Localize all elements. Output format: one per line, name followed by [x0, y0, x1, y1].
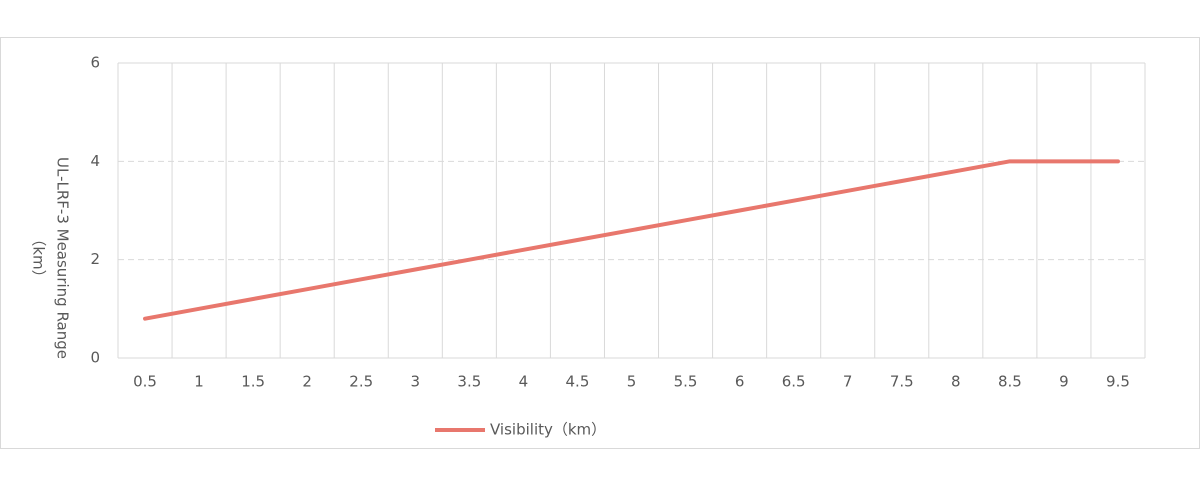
x-tick-label: 2: [302, 373, 312, 391]
y-tick-label: 2: [90, 250, 100, 268]
x-tick-label: 9: [1059, 373, 1069, 391]
x-tick-label: 8: [951, 373, 961, 391]
x-tick-label: 3: [411, 373, 421, 391]
x-tick-label: 7: [843, 373, 853, 391]
x-tick-label: 1: [194, 373, 204, 391]
x-tick-label: 5: [627, 373, 637, 391]
y-axis-label: UL-LRF-3 Measuring Range: [54, 157, 72, 359]
x-tick-label: 5.5: [674, 373, 698, 391]
y-tick-label: 6: [90, 54, 100, 72]
x-tick-label: 8.5: [998, 373, 1022, 391]
x-tick-label: 7.5: [890, 373, 914, 391]
series-line: [143, 159, 1120, 321]
x-tick-label: 9.5: [1106, 373, 1130, 391]
y-tick-label: 0: [90, 349, 100, 367]
y-tick-label: 4: [90, 152, 100, 170]
legend-label: Visibility（km）: [490, 421, 606, 439]
x-tick-label: 1.5: [241, 373, 265, 391]
x-tick-label: 6: [735, 373, 745, 391]
x-tick-label: 0.5: [133, 373, 157, 391]
x-tick-label: 4: [519, 373, 529, 391]
chart-border: [0, 37, 1200, 449]
y-axis-label: （km）: [30, 231, 48, 284]
x-tick-label: 4.5: [566, 373, 590, 391]
x-tick-label: 3.5: [457, 373, 481, 391]
x-tick-label: 2.5: [349, 373, 373, 391]
x-tick-label: 6.5: [782, 373, 806, 391]
